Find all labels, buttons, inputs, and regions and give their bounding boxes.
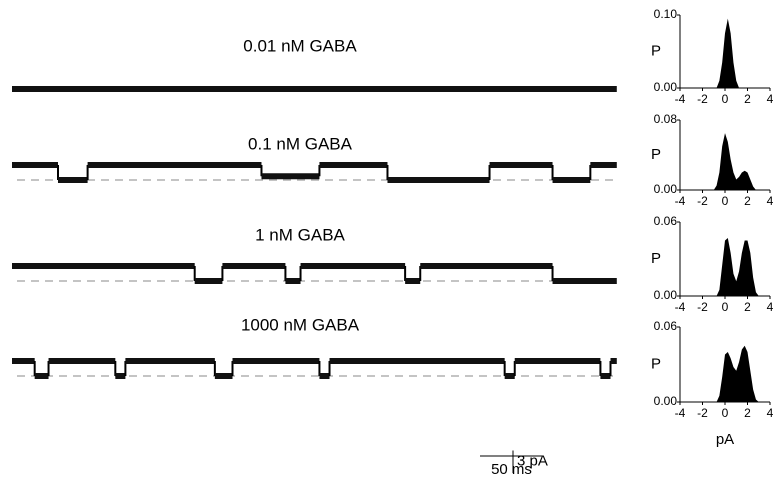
x-tick-label: 0 [722, 92, 729, 106]
x-tick-label: -2 [697, 194, 708, 208]
y-axis-label: P [651, 250, 661, 267]
histogram-area [713, 238, 759, 296]
x-tick-label: 4 [767, 300, 774, 314]
y-tick-label: 0.08 [654, 112, 678, 126]
trace-title: 0.1 nM GABA [248, 134, 353, 153]
x-tick-label: -4 [675, 406, 686, 420]
y-tick-label: 0.10 [654, 7, 678, 21]
histogram-area [713, 18, 759, 88]
trace-title: 1000 nM GABA [241, 315, 360, 334]
x-tick-label: 0 [722, 300, 729, 314]
trace-title: 0.01 nM GABA [243, 36, 357, 55]
y-tick-label: 0.00 [654, 288, 678, 302]
x-tick-label: -2 [697, 300, 708, 314]
x-tick-label: 2 [744, 194, 751, 208]
x-tick-label: 4 [767, 406, 774, 420]
histogram-area [713, 345, 759, 402]
scale-bar-x-label: 50 ms [491, 461, 532, 478]
y-tick-label: 0.00 [654, 80, 678, 94]
x-tick-label: 2 [744, 406, 751, 420]
y-axis-label: P [651, 146, 661, 163]
x-tick-label: -4 [675, 194, 686, 208]
x-tick-label: -4 [675, 92, 686, 106]
y-tick-label: 0.06 [654, 319, 678, 333]
y-tick-label: 0.06 [654, 214, 678, 228]
x-tick-label: 2 [744, 92, 751, 106]
x-tick-label: -2 [697, 92, 708, 106]
x-tick-label: -4 [675, 300, 686, 314]
y-tick-label: 0.00 [654, 394, 678, 408]
x-tick-label: 0 [722, 406, 729, 420]
x-tick-label: 4 [767, 194, 774, 208]
trace-title: 1 nM GABA [255, 225, 345, 244]
y-axis-label: P [651, 42, 661, 59]
x-tick-label: 2 [744, 300, 751, 314]
histogram-area [713, 133, 759, 190]
y-axis-label: P [651, 355, 661, 372]
x-axis-label: pA [716, 431, 734, 448]
scale-bar-y-label: 3 pA [517, 453, 548, 470]
x-tick-label: 4 [767, 92, 774, 106]
y-tick-label: 0.00 [654, 182, 678, 196]
x-tick-label: -2 [697, 406, 708, 420]
x-tick-label: 0 [722, 194, 729, 208]
